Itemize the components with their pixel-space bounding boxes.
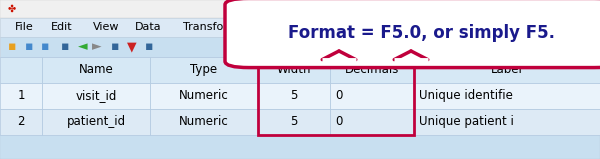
Text: Numeric: Numeric	[179, 115, 229, 128]
FancyBboxPatch shape	[42, 57, 150, 83]
FancyBboxPatch shape	[0, 0, 600, 18]
Text: ◄: ◄	[78, 41, 88, 53]
FancyBboxPatch shape	[150, 109, 258, 135]
FancyBboxPatch shape	[414, 109, 600, 135]
Text: Name: Name	[79, 63, 113, 76]
Text: ▪: ▪	[8, 41, 16, 53]
Polygon shape	[322, 51, 356, 60]
FancyBboxPatch shape	[0, 83, 42, 109]
FancyBboxPatch shape	[0, 18, 600, 37]
FancyBboxPatch shape	[330, 83, 414, 109]
Text: ▪: ▪	[111, 41, 119, 53]
Polygon shape	[394, 51, 428, 60]
Text: 0: 0	[335, 90, 342, 103]
Text: visit_id: visit_id	[76, 90, 116, 103]
Text: 5: 5	[290, 90, 298, 103]
Text: Data: Data	[135, 23, 161, 32]
Text: ▼: ▼	[127, 41, 137, 53]
Text: Numeric: Numeric	[179, 90, 229, 103]
FancyBboxPatch shape	[330, 57, 414, 83]
FancyBboxPatch shape	[225, 0, 600, 68]
FancyBboxPatch shape	[0, 37, 600, 57]
Text: ▪: ▪	[61, 41, 69, 53]
Text: ✤: ✤	[8, 4, 16, 14]
Text: patient_id: patient_id	[67, 115, 125, 128]
Text: 2: 2	[17, 115, 25, 128]
Text: Format = F5.0, or simply F5.: Format = F5.0, or simply F5.	[288, 24, 555, 42]
Text: ▪: ▪	[145, 41, 153, 53]
FancyBboxPatch shape	[258, 57, 330, 83]
FancyBboxPatch shape	[414, 83, 600, 109]
FancyBboxPatch shape	[258, 109, 330, 135]
Text: Label: Label	[491, 63, 523, 76]
FancyBboxPatch shape	[42, 83, 150, 109]
FancyBboxPatch shape	[258, 83, 330, 109]
FancyBboxPatch shape	[0, 135, 600, 159]
FancyBboxPatch shape	[0, 109, 42, 135]
Text: Width: Width	[277, 63, 311, 76]
Text: ▪: ▪	[25, 41, 33, 53]
Text: View: View	[93, 23, 119, 32]
Text: 1: 1	[17, 90, 25, 103]
Text: File: File	[15, 23, 34, 32]
Text: Unique identifie: Unique identifie	[419, 90, 512, 103]
Text: ►: ►	[92, 41, 102, 53]
Text: 0: 0	[335, 115, 342, 128]
Text: Edit: Edit	[51, 23, 73, 32]
FancyBboxPatch shape	[414, 57, 600, 83]
FancyBboxPatch shape	[150, 83, 258, 109]
FancyBboxPatch shape	[330, 109, 414, 135]
Text: Type: Type	[190, 63, 218, 76]
FancyBboxPatch shape	[0, 57, 42, 83]
Text: Decimals: Decimals	[345, 63, 399, 76]
Text: *hospital.sav [] - II: *hospital.sav [] - II	[495, 4, 591, 14]
Text: Transform: Transform	[183, 23, 239, 32]
FancyBboxPatch shape	[42, 109, 150, 135]
Text: Unique patient i: Unique patient i	[419, 115, 514, 128]
Text: ▪: ▪	[41, 41, 50, 53]
FancyBboxPatch shape	[150, 57, 258, 83]
Text: 5: 5	[290, 115, 298, 128]
